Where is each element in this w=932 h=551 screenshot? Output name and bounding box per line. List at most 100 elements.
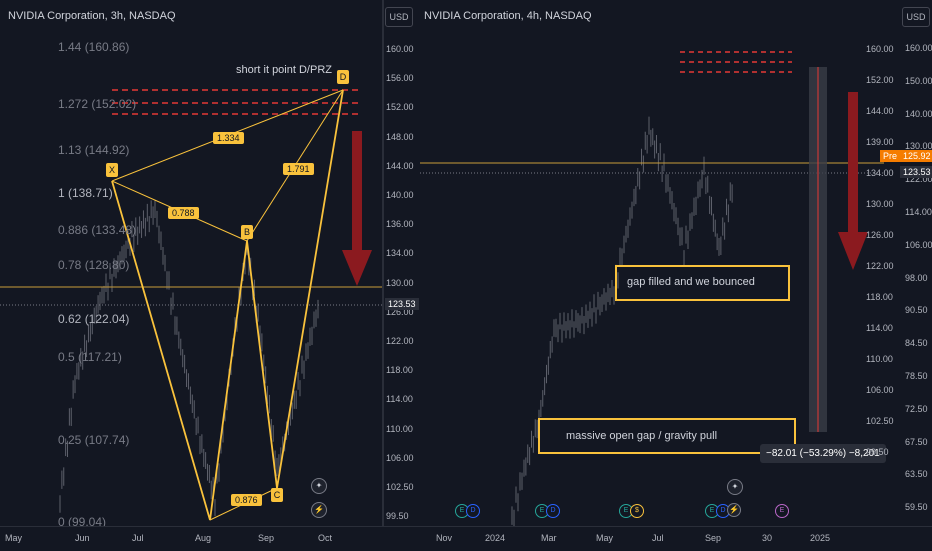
price-tick: 122.00 [905, 174, 932, 185]
short-annotation: short it point D/PRZ [236, 64, 332, 76]
fib-level-0: 0 (99.04) [58, 515, 107, 529]
split-badge-icon[interactable]: $ [630, 504, 644, 518]
price-tick: 84.50 [905, 338, 928, 349]
harmonic-pattern [111, 89, 344, 521]
price-tick: 156.00 [386, 73, 414, 84]
price-tick: 130.00 [386, 277, 414, 288]
right-chart-canvas[interactable] [384, 0, 932, 550]
fib-level-1-44: 1.44 (160.86) [58, 40, 130, 54]
ratio-xb-label: 0.788 [168, 207, 199, 219]
ratio-bd-label: 1.791 [283, 163, 314, 175]
price-tick: 160.00 [905, 43, 932, 53]
fib-level-1-13: 1.13 (144.92) [58, 143, 130, 157]
x-tick-jul-r: Jul [652, 533, 664, 543]
fib-level-0-25: 0.25 (107.74) [58, 433, 130, 447]
x-tick-jun: Jun [75, 533, 90, 543]
point-d-label: D [337, 70, 349, 84]
price-tick: 99.50 [386, 511, 409, 522]
price-tick: 114.00 [386, 394, 413, 405]
price-tick: 139.00 [866, 137, 894, 147]
x-tick-aug: Aug [195, 533, 212, 543]
price-tick: 102.50 [386, 482, 414, 492]
left-chart-canvas[interactable] [0, 0, 382, 550]
right-currency-button[interactable]: USD [902, 7, 930, 27]
price-tick: 118.00 [866, 292, 893, 302]
price-tick: 110.00 [386, 423, 413, 434]
x-tick-may: May [5, 533, 23, 543]
x-tick-sep: Sep [258, 533, 275, 543]
price-tick: 122.00 [866, 261, 894, 271]
time-axis[interactable] [0, 526, 932, 551]
price-tick: 114.00 [905, 207, 932, 217]
fib-level-1-272: 1.272 (152.02) [58, 97, 137, 111]
price-tick: 148.00 [386, 131, 414, 142]
down-arrow-left [342, 131, 372, 286]
x-tick-nov: Nov [436, 533, 453, 543]
ratio-xd-label: 1.334 [213, 132, 244, 144]
price-tick: 72.50 [905, 403, 928, 414]
price-tick: 160.00 [866, 44, 894, 54]
chart-pane-left[interactable]: NVIDIA Corporation, 3h, NASDAQ 1.44 (160… [0, 0, 382, 550]
price-tick: 114.00 [866, 323, 893, 333]
price-tick: 152.00 [386, 102, 414, 113]
gap-filled-box [615, 265, 790, 301]
gap-filled-text: gap filled and we bounced [627, 276, 755, 288]
price-tick: 126.00 [386, 306, 414, 317]
x-tick-oct: Oct [318, 533, 333, 543]
x-tick-may-r: May [596, 533, 614, 543]
right-add-icon[interactable]: ✦ [727, 479, 743, 495]
price-tick: 144.00 [866, 106, 894, 116]
price-tick: 118.00 [386, 365, 413, 376]
price-tick: 140.00 [905, 108, 932, 119]
price-tick: 99.50 [866, 447, 889, 457]
fib-level-0-5: 0.5 (117.21) [58, 350, 122, 364]
price-tick: 130.00 [905, 141, 932, 152]
split-icon[interactable]: ⚡ [311, 502, 327, 518]
pre-tag: Pre [880, 150, 901, 162]
ratio-ac-label: 0.876 [231, 494, 262, 506]
x-tick-sep-r: Sep [705, 533, 722, 543]
price-tick: 106.00 [905, 239, 932, 250]
measure-readout: −82.01 (−53.29%) −8,201 [760, 444, 886, 463]
price-tick: 110.00 [866, 354, 893, 364]
point-c-label: C [271, 488, 283, 502]
price-tick: 152.00 [866, 75, 894, 85]
price-tick: 134.00 [386, 248, 414, 259]
fib-level-1: 1 (138.71) [58, 186, 113, 200]
left-chart-title: NVIDIA Corporation, 3h, NASDAQ [8, 10, 176, 22]
price-tick: 67.50 [905, 436, 928, 447]
dividend-icon[interactable]: D [546, 504, 560, 518]
left-currency-button[interactable]: USD [385, 7, 413, 27]
price-tick: 136.00 [386, 219, 414, 230]
add-icon[interactable]: ✦ [311, 478, 327, 494]
price-tick: 122.00 [386, 336, 414, 346]
dividend-icon[interactable]: D [466, 504, 480, 518]
price-tick: 102.50 [866, 416, 894, 426]
open-gap-box [538, 418, 796, 454]
right-current-price-tag: 123.53 [900, 166, 932, 178]
pre-price-tag: 125.92 [900, 150, 932, 162]
price-tick: 106.00 [386, 452, 414, 463]
price-tick: 63.50 [905, 469, 928, 480]
earnings-icon[interactable]: E [535, 504, 549, 518]
price-tick: 140.00 [386, 190, 414, 200]
open-gap-text: massive open gap / gravity pull [566, 430, 718, 442]
x-tick-jul: Jul [132, 533, 144, 543]
right-candles [511, 116, 733, 528]
price-tick: 90.50 [905, 305, 928, 316]
x-tick-mar: Mar [541, 533, 557, 543]
price-tick: 150.00 [905, 75, 932, 86]
x-tick-2024: 2024 [485, 533, 506, 543]
chart-pane-right[interactable]: NVIDIA Corporation, 4h, NASDAQ gap fille… [384, 0, 932, 550]
right-split-icon[interactable]: ⚡ [727, 503, 741, 517]
future-earnings-icon[interactable]: E [775, 504, 789, 518]
pane-divider[interactable] [382, 0, 384, 550]
price-tick: 78.50 [905, 371, 928, 381]
price-tick: 130.00 [866, 199, 894, 209]
x-tick-30: 30 [762, 533, 773, 543]
price-tick: 98.00 [905, 272, 928, 283]
left-current-price-tag: 123.53 [385, 298, 419, 310]
price-tick: 134.00 [866, 168, 894, 178]
price-tick: 144.00 [386, 160, 414, 171]
price-tick: 59.50 [905, 502, 928, 513]
